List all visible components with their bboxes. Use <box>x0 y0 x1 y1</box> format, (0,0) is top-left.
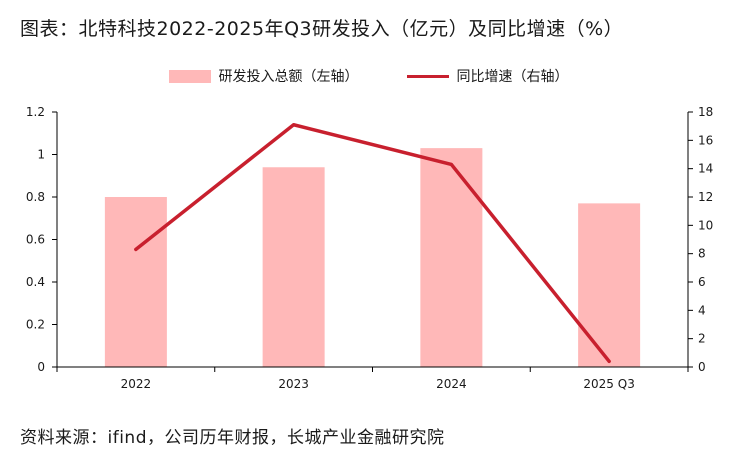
x-tick-label-3: 2025 Q3 <box>583 377 634 391</box>
y-left-tick-label-3: 0.6 <box>26 233 45 247</box>
bar-2 <box>420 148 483 367</box>
y-left-tick-label-5: 1 <box>37 148 45 162</box>
y-right-tick-label-7: 14 <box>698 162 713 176</box>
y-right-tick-label-2: 4 <box>698 303 706 317</box>
source-note: 资料来源：ifind，公司历年财报，长城产业金融研究院 <box>20 428 445 448</box>
y-left-tick-label-0: 0 <box>37 360 45 374</box>
bar-0 <box>104 197 167 367</box>
growth-point-3 <box>607 359 611 363</box>
legend-label-line: 同比增速（右轴） <box>456 69 569 85</box>
growth-point-2 <box>449 162 453 166</box>
x-tick-label-0: 2022 <box>121 377 152 391</box>
growth-point-0 <box>134 247 138 251</box>
legend-item-bar: 研发投入总额（左轴） <box>168 66 359 86</box>
y-right-tick-label-9: 18 <box>698 105 713 119</box>
growth-point-1 <box>292 123 296 127</box>
chart-title: 图表：北特科技2022-2025年Q3研发投入（亿元）及同比增速（%） <box>20 18 624 40</box>
y-left-tick-label-2: 0.4 <box>26 275 45 289</box>
legend-label-bar: 研发投入总额（左轴） <box>218 69 359 85</box>
y-right-tick-label-6: 12 <box>698 190 713 204</box>
y-right-tick-label-1: 2 <box>698 332 706 346</box>
growth-line <box>134 123 611 364</box>
legend-item-line: 同比增速（右轴） <box>406 66 569 86</box>
y-right-tick-label-5: 10 <box>698 218 713 232</box>
y-right-tick-label-0: 0 <box>698 360 706 374</box>
bar-1 <box>262 167 325 367</box>
y-left-tick-label-4: 0.8 <box>26 190 45 204</box>
bar-3 <box>578 203 641 367</box>
legend-swatch-bar <box>168 69 211 83</box>
y-left-tick-label-1: 0.2 <box>26 318 45 332</box>
legend: 研发投入总额（左轴） 同比增速（右轴） <box>0 66 737 86</box>
y-right-tick-label-8: 16 <box>698 133 713 147</box>
y-left-tick-label-6: 1.2 <box>26 105 45 119</box>
x-tick-label-1: 2023 <box>278 377 309 391</box>
x-tick-label-2: 2024 <box>436 377 467 391</box>
legend-swatch-line <box>406 74 449 78</box>
y-right-tick-label-4: 8 <box>698 247 706 261</box>
y-right-tick-label-3: 6 <box>698 275 706 289</box>
